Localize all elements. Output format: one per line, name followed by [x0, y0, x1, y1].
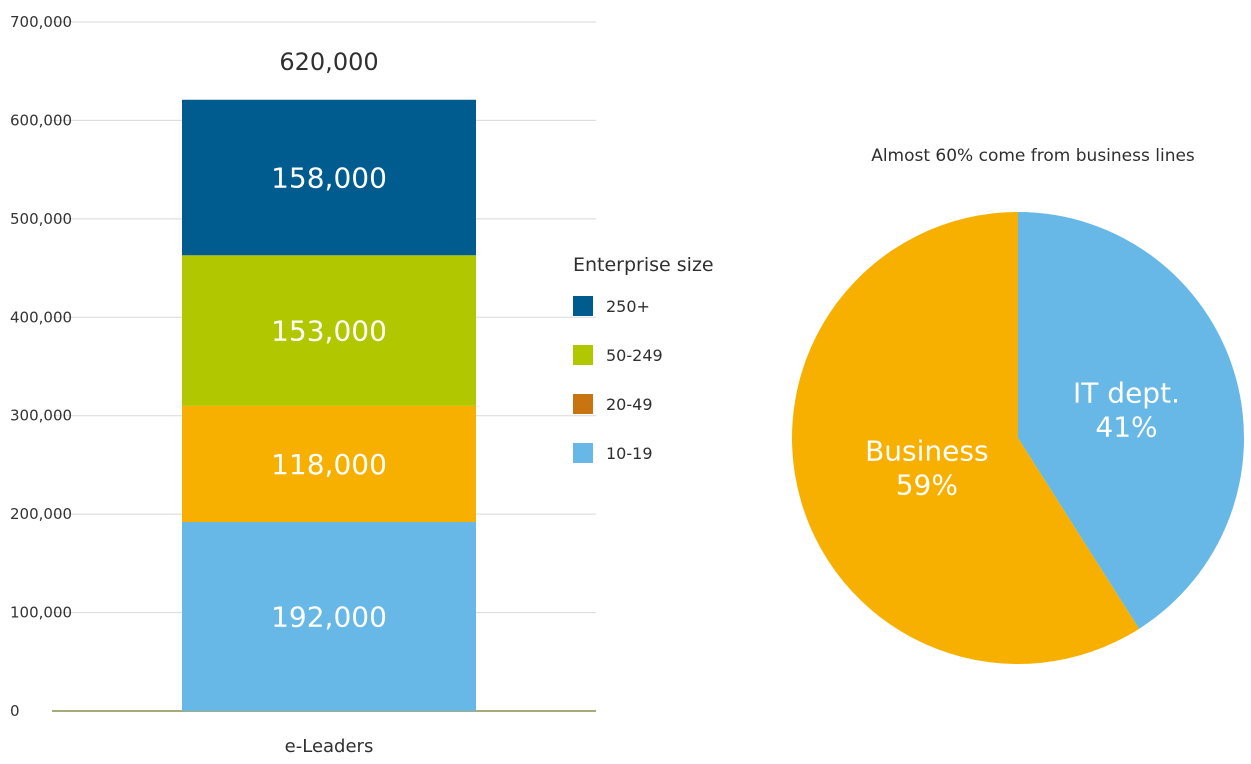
legend-swatch-10-19: [573, 443, 593, 463]
legend-entries: 250+ 50-249 20-49 10-19: [573, 296, 663, 463]
bar-segment-labels: 192,000 118,000 153,000 158,000: [271, 162, 387, 634]
y-tick-label: 700,000: [10, 13, 72, 31]
legend-label: 250+: [606, 297, 650, 316]
y-tick-label: 0: [10, 702, 20, 720]
legend: Enterprise size 250+ 50-249 20-49 10-19: [573, 254, 714, 463]
bar-segment-50-249: [182, 255, 476, 406]
y-tick-label: 200,000: [10, 505, 72, 523]
x-category-label: e-Leaders: [285, 736, 374, 757]
legend-swatch-20-49: [573, 394, 593, 414]
y-axis-ticks: 0 100,000 200,000 300,000 400,000 500,000 600,…: [10, 13, 72, 720]
legend-label: 10-19: [606, 444, 653, 463]
pie-slice-value-label: 41%: [1095, 410, 1157, 443]
y-tick-label: 600,000: [10, 111, 72, 129]
pie-slice-business: [791, 212, 1140, 664]
legend-label: 20-49: [606, 395, 653, 414]
pie-slice-it-dept: [1018, 212, 1244, 629]
y-tick-label: 500,000: [10, 210, 72, 228]
y-tick-label: 100,000: [10, 604, 72, 622]
stacked-bar-chart: 0 100,000 200,000 300,000 400,000 500,000 600,…: [10, 13, 714, 757]
bar-segments: [182, 99, 476, 711]
bar-segment-value-label: 158,000: [271, 162, 387, 195]
legend-title: Enterprise size: [573, 254, 714, 276]
bar-segment-value-label: 192,000: [271, 601, 387, 634]
legend-label: 50-249: [606, 346, 663, 365]
pie-slice-name-label: Business: [865, 434, 988, 467]
legend-swatch-50-249: [573, 345, 593, 365]
y-tick-label: 300,000: [10, 407, 72, 425]
bar-segment-value-label: 153,000: [271, 315, 387, 348]
bar-segment-value-label: 118,000: [271, 448, 387, 481]
pie-chart: Almost 60% come from business lines IT d…: [791, 146, 1244, 664]
y-tick-label: 400,000: [10, 308, 72, 326]
pie-slice-value-label: 59%: [896, 468, 958, 501]
bar-total-label: 620,000: [279, 48, 378, 76]
legend-swatch-250: [573, 296, 593, 316]
bar-segment-20-49: [182, 405, 476, 523]
pie-slice-name-label: IT dept.: [1073, 376, 1180, 409]
bar-segment-10-19: [182, 522, 476, 711]
bar-segment-250: [182, 99, 476, 256]
pie-slices: [791, 212, 1244, 664]
pie-title: Almost 60% come from business lines: [871, 146, 1195, 166]
